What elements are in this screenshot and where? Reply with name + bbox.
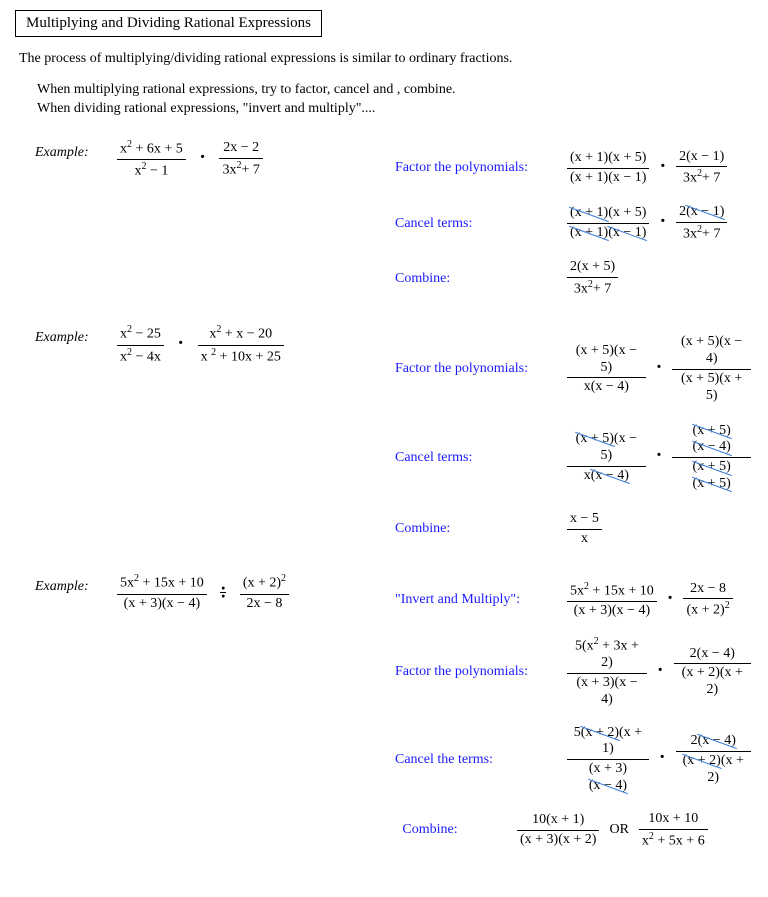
- step-label-cancel: Cancel terms:: [375, 216, 565, 232]
- step-label-combine: Combine:: [375, 521, 565, 537]
- step-label-combine: Combine:: [375, 271, 565, 287]
- intro-text: The process of multiplying/dividing rati…: [19, 51, 753, 67]
- step-label-cancel-the: Cancel the terms:: [375, 752, 565, 768]
- example-2-problem: x2 − 25x2 − 4x · x2 + x − 20x 2 + 10x + …: [110, 322, 286, 366]
- fraction: x2 + 6x + 5x2 − 1: [117, 139, 186, 181]
- sub-intro-line-1: When multiplying rational expressions, t…: [37, 81, 753, 100]
- example-label: Example:: [15, 137, 110, 161]
- step-label-factor: Factor the polynomials:: [375, 664, 565, 680]
- step-expr: (x + 1)(x + 5)(x + 1)(x − 1) · 2(x − 1)3…: [565, 204, 729, 243]
- example-label: Example:: [15, 322, 110, 346]
- or-separator: OR: [609, 822, 628, 838]
- sub-intro-line-2: When dividing rational expressions, "inv…: [37, 100, 753, 119]
- step-label-factor: Factor the polynomials:: [375, 160, 565, 176]
- fraction: 2x − 23x2+ 7: [219, 140, 262, 179]
- page-title: Multiplying and Dividing Rational Expres…: [15, 10, 322, 37]
- step-label-cancel: Cancel terms:: [375, 450, 565, 466]
- divide-symbol: ··: [220, 586, 226, 600]
- example-3-steps: "Invert and Multiply": 5x2 + 15x + 10(x …: [35, 581, 753, 851]
- multiply-dot: ·: [199, 146, 206, 169]
- example-label: Example:: [15, 571, 110, 595]
- step-expr: (x + 1)(x + 5)(x + 1)(x − 1) · 2(x − 1)3…: [565, 149, 729, 188]
- step-expr: 2(x + 5)3x2+ 7: [565, 259, 620, 298]
- sub-intro: When multiplying rational expressions, t…: [37, 81, 753, 119]
- step-label-factor: Factor the polynomials:: [375, 361, 565, 377]
- step-label-invert: "Invert and Multiply":: [375, 592, 565, 608]
- example-1-problem: x2 + 6x + 5x2 − 1 · 2x − 23x2+ 7: [110, 137, 265, 181]
- step-label-combine: Combine:: [325, 822, 515, 838]
- example-3-problem: 5x2 + 15x + 10(x + 3)(x − 4) ·· (x + 2)2…: [110, 571, 291, 612]
